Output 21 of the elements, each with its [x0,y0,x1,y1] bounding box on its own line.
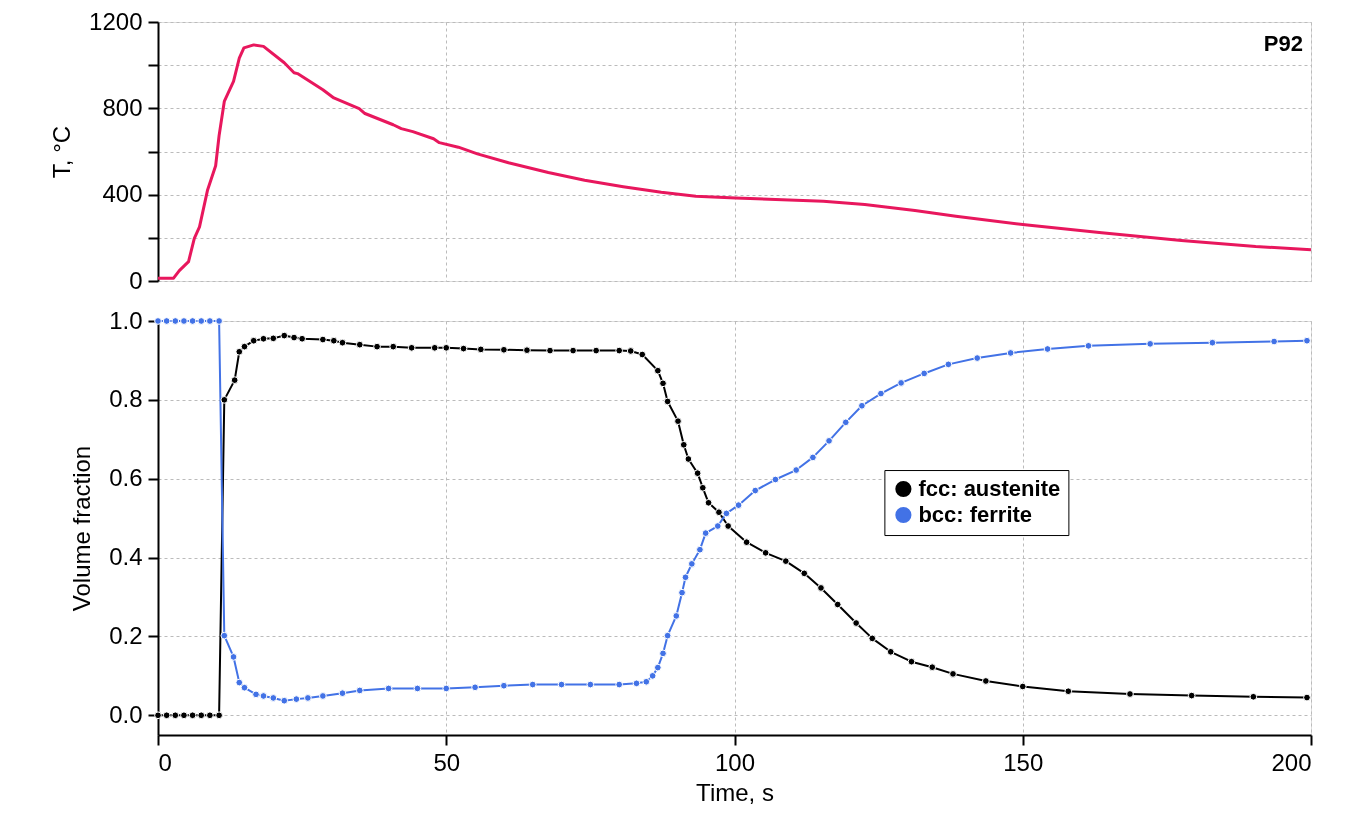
y-tick-label: 0.0 [109,700,143,728]
x-tick-label: 100 [714,748,756,776]
y-tick-label: 0.6 [109,464,143,492]
x-tick-label: 0 [158,748,172,776]
y-tick-label: 0.2 [109,621,143,649]
y-axis-title: Volume fraction [68,445,96,612]
y-tick-label: 1200 [89,7,143,35]
legend-label: fcc: austenite [918,476,1061,502]
y-tick-label: 1.0 [109,306,143,334]
x-tick-label: 50 [433,748,461,776]
y-tick-label: 400 [102,180,143,208]
annotation: P92 [1263,31,1303,56]
x-tick-label: 200 [1271,748,1312,776]
y-axis-title: T, °C [48,125,76,179]
y-tick-label: 800 [102,93,143,121]
legend-label: bcc: ferrite [918,502,1033,528]
y-tick-label: 0.8 [109,385,143,413]
y-tick-label: 0.4 [109,543,143,571]
x-tick-label: 150 [1003,748,1044,776]
x-axis-title: Time, s [696,778,774,806]
y-tick-label: 0 [129,266,143,294]
